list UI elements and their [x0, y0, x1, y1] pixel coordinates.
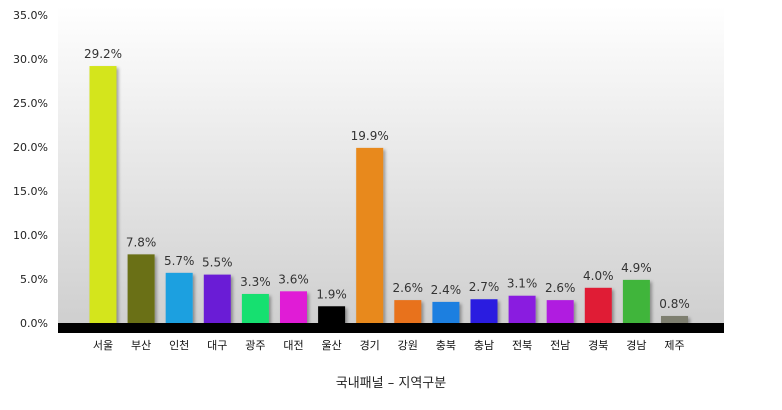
data-label: 1.9% [316, 287, 347, 301]
data-label: 7.8% [126, 235, 157, 249]
y-tick-label: 35.0% [13, 9, 48, 22]
bar [470, 299, 498, 323]
bar [89, 66, 117, 323]
x-tick-label: 제주 [664, 339, 684, 352]
y-axis: 0.0% 5.0% 10.0% 15.0% 20.0% 25.0% 30.0% 35.0% [13, 9, 48, 330]
bars [89, 66, 688, 323]
bar [661, 315, 688, 323]
x-tick-label: 대전 [283, 339, 303, 352]
x-tick-label: 부산 [131, 339, 151, 352]
bar [622, 279, 650, 323]
bar [318, 306, 346, 323]
x-tick-label: 충북 [436, 339, 456, 352]
x-tick-label: 서울 [93, 339, 113, 352]
bar [508, 295, 536, 323]
data-label: 2.6% [393, 281, 424, 295]
x-tick-label: 대구 [207, 339, 227, 352]
x-axis: 서울 부산 인천 대구 광주 대전 울산 경기 강원 충북 충남 전북 전남 경북 경남 제주 [93, 338, 685, 352]
data-label: 4.9% [621, 261, 652, 275]
data-label: 4.0% [583, 269, 614, 283]
y-tick-label: 20.0% [13, 141, 48, 154]
y-tick-label: 30.0% [13, 53, 48, 66]
data-label: 3.3% [240, 275, 271, 289]
bar [584, 287, 612, 323]
data-label: 0.8% [659, 297, 690, 311]
data-label: 29.2% [84, 47, 122, 61]
plot-floor [58, 323, 724, 333]
data-label: 2.4% [431, 283, 462, 297]
y-tick-label: 0.0% [20, 317, 48, 330]
data-label: 19.9% [351, 129, 389, 143]
bar [356, 147, 384, 323]
x-tick-label: 경북 [588, 339, 608, 352]
data-label: 5.7% [164, 254, 195, 268]
x-tick-label: 전북 [512, 339, 532, 352]
x-tick-label: 울산 [321, 339, 341, 352]
x-tick-label: 경기 [360, 339, 380, 352]
data-label: 3.1% [507, 277, 538, 291]
bar [432, 301, 460, 323]
bar [241, 293, 269, 323]
data-label: 3.6% [278, 272, 309, 286]
bar [546, 300, 574, 323]
x-tick-label: 광주 [245, 339, 265, 352]
data-label: 2.7% [469, 280, 500, 294]
x-tick-label: 경남 [626, 339, 646, 352]
x-tick-label: 인천 [169, 338, 189, 352]
x-tick-label: 전남 [550, 339, 570, 352]
bar [280, 291, 307, 323]
x-axis-title: 국내패널 – 지역구분 [335, 376, 447, 391]
bar [165, 272, 193, 323]
plot-background [58, 6, 724, 324]
data-label: 5.5% [202, 256, 233, 270]
y-tick-label: 5.0% [20, 273, 48, 286]
bar [203, 274, 231, 323]
y-tick-label: 10.0% [13, 229, 48, 242]
data-label: 2.6% [545, 281, 576, 295]
bar [394, 300, 422, 323]
data-labels: 29.2% 7.8% 5.7% 5.5% 3.3% 3.6% 1.9% 19.9% 2.6% 2.… [84, 47, 690, 311]
x-tick-label: 충남 [474, 339, 494, 352]
y-tick-label: 25.0% [13, 97, 48, 110]
y-tick-label: 15.0% [13, 185, 48, 198]
x-tick-label: 강원 [398, 339, 418, 352]
bar [127, 254, 155, 323]
